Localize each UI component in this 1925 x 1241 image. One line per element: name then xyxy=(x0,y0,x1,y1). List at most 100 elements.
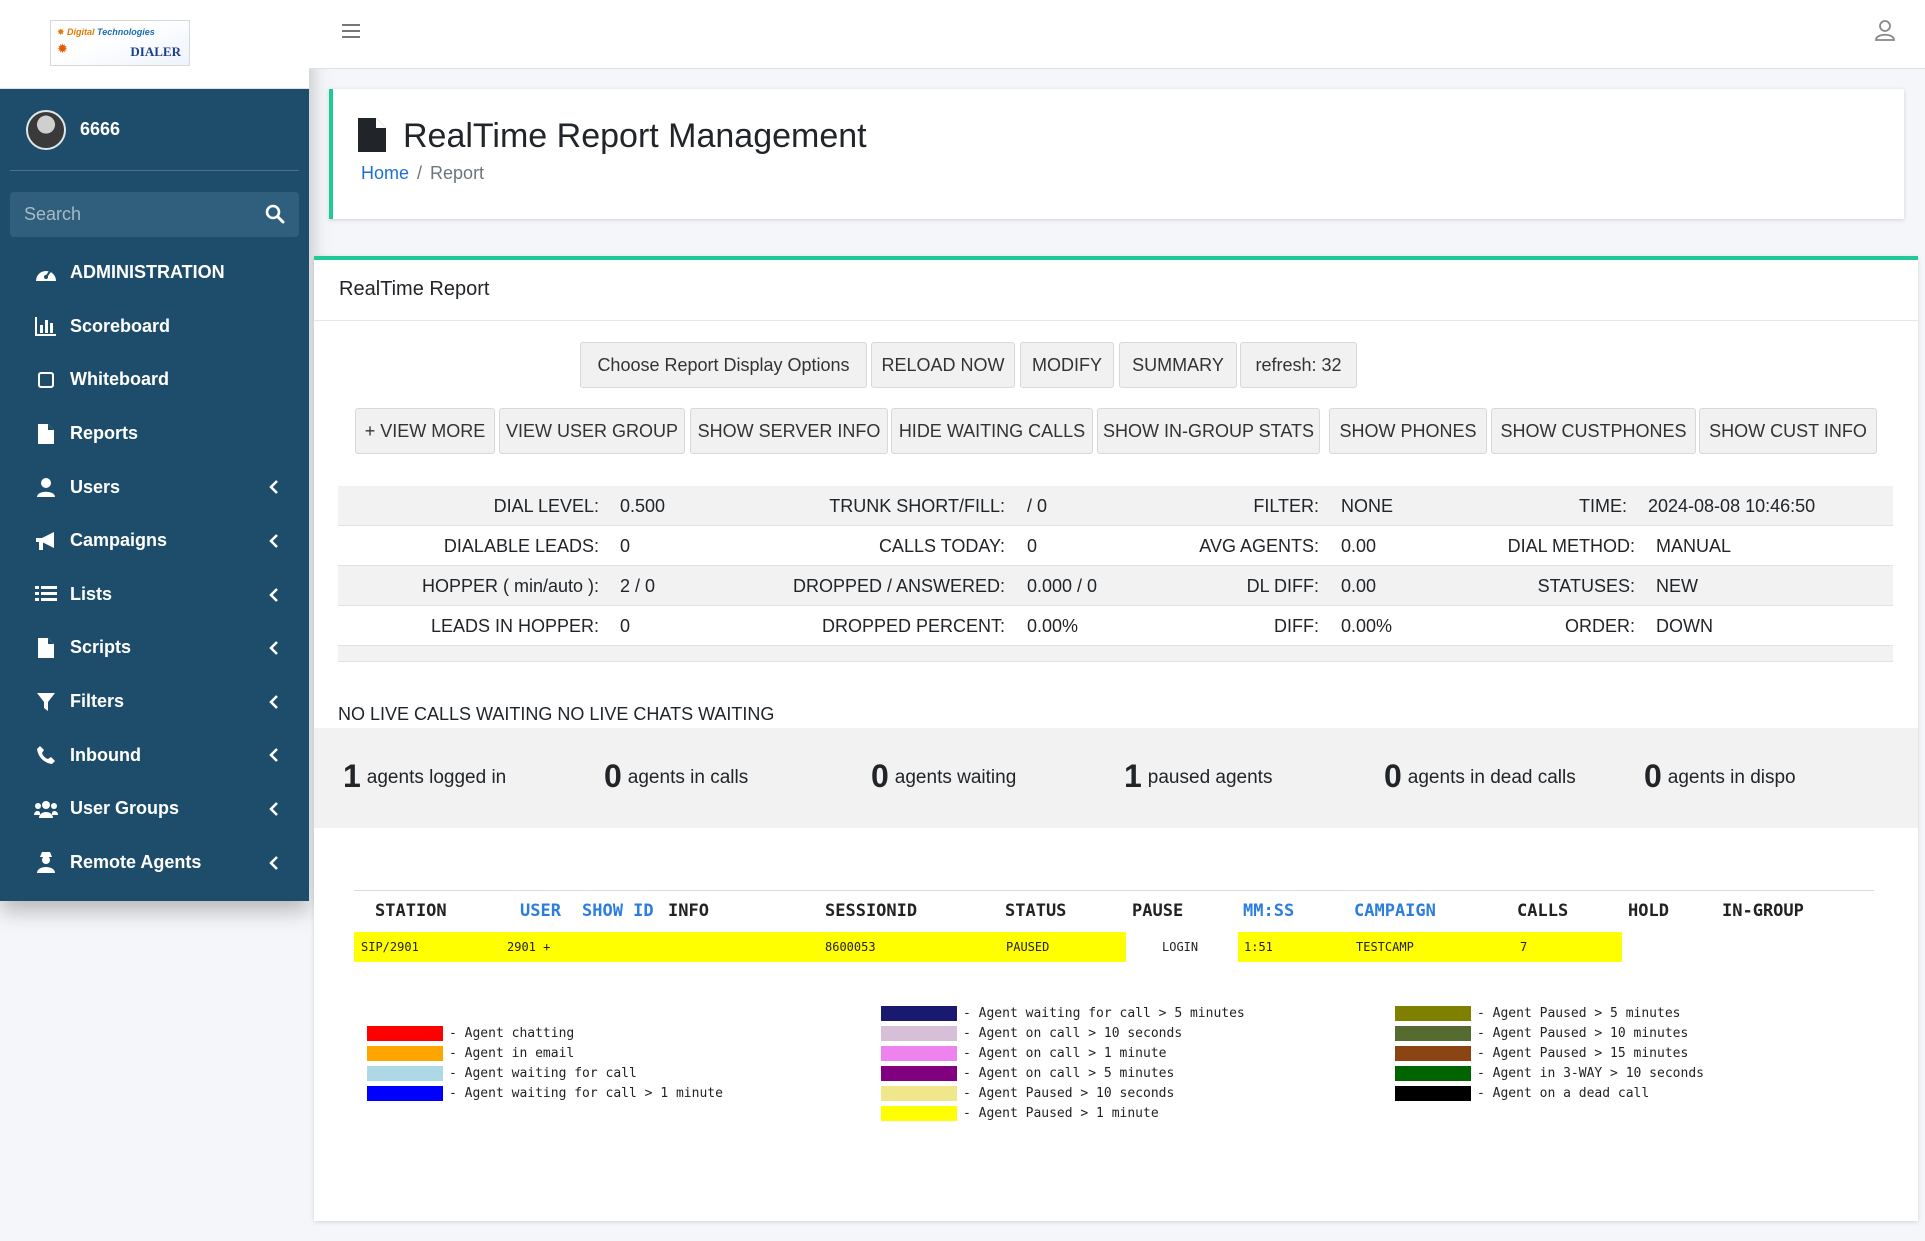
sidebar-item-campaigns[interactable]: Campaigns xyxy=(0,514,309,568)
sidebar-item-label: Reports xyxy=(70,423,139,444)
legend-label: - Agent on call > 5 minutes xyxy=(963,1066,1175,1081)
show-server-info-button[interactable]: SHOW SERVER INFO xyxy=(690,408,888,454)
agent-count: 0 xyxy=(1384,758,1402,794)
stats-row: DIALABLE LEADS: 0 CALLS TODAY: 0 AVG AGE… xyxy=(338,526,1893,566)
sidebar-item-user-groups[interactable]: User Groups xyxy=(0,782,309,836)
cell-status: PAUSED xyxy=(1006,940,1050,954)
show-in-group-stats-button[interactable]: SHOW IN-GROUP STATS xyxy=(1097,408,1320,454)
col-mmss-link[interactable]: MM:SS xyxy=(1243,901,1295,921)
col-show-id-link[interactable]: SHOW ID xyxy=(582,901,654,921)
company-logo[interactable]: ✸ Digital Technologies ✹ DIALER xyxy=(50,20,190,66)
user-name[interactable]: 6666 xyxy=(80,119,121,139)
avatar xyxy=(26,110,66,150)
sidebar-item-label: Scripts xyxy=(70,637,132,658)
col-pause: PAUSE xyxy=(1132,901,1184,921)
file-icon xyxy=(358,118,386,152)
view-more-button[interactable]: + VIEW MORE xyxy=(355,408,495,454)
agents-in-dispo-stat: 0 agents in dispo xyxy=(1644,758,1796,795)
hide-waiting-calls-button[interactable]: HIDE WAITING CALLS xyxy=(891,408,1093,454)
user-menu-icon[interactable] xyxy=(1873,18,1897,42)
sidebar-item-scoreboard[interactable]: Scoreboard xyxy=(0,300,309,354)
agent-count: 0 xyxy=(871,758,889,794)
agent-count: 1 xyxy=(343,758,361,794)
chevron-left-icon xyxy=(269,534,278,548)
search-icon[interactable] xyxy=(265,204,285,224)
sidebar-item-label: Filters xyxy=(70,691,125,712)
sidebar-item-remote-agents[interactable]: Remote Agents xyxy=(0,836,309,890)
choose-display-options-button[interactable]: Choose Report Display Options xyxy=(580,342,867,388)
agent-stat-label: agents waiting xyxy=(894,767,1017,788)
col-campaign-link[interactable]: CAMPAIGN xyxy=(1354,901,1436,921)
trunk-label: TRUNK SHORT/FILL: xyxy=(829,496,1005,516)
reload-now-button[interactable]: RELOAD NOW xyxy=(871,342,1015,388)
show-custphones-button[interactable]: SHOW CUSTPHONES xyxy=(1491,408,1696,454)
dialable-leads-label: DIALABLE LEADS: xyxy=(443,536,599,556)
chevron-left-icon xyxy=(269,694,278,709)
agents-summary: 1 agents logged in 0 agents in calls 0 agen… xyxy=(314,728,1918,828)
view-user-group-button[interactable]: VIEW USER GROUP xyxy=(499,408,685,454)
cell-station: SIP/2901 xyxy=(361,940,419,954)
show-cust-info-button[interactable]: SHOW CUST INFO xyxy=(1699,408,1877,454)
sidebar-item-whiteboard[interactable]: Whiteboard xyxy=(0,353,309,407)
order-value: DOWN xyxy=(1656,616,1713,636)
diff-label: DIFF: xyxy=(1274,616,1319,636)
file-icon xyxy=(34,637,58,659)
card-header: RealTime Report xyxy=(314,260,1918,321)
sidebar-item-label: Users xyxy=(70,476,121,497)
sidebar-item-filters[interactable]: Filters xyxy=(0,675,309,729)
breadcrumb-current: Report xyxy=(430,163,485,183)
filter-icon xyxy=(34,691,58,713)
sidebar-item-scripts[interactable]: Scripts xyxy=(0,621,309,675)
show-phones-button[interactable]: SHOW PHONES xyxy=(1329,408,1487,454)
sidebar-item-inbound[interactable]: Inbound xyxy=(0,728,309,782)
breadcrumb-home-link[interactable]: Home xyxy=(361,163,410,183)
sidebar-item-reports[interactable]: Reports xyxy=(0,407,309,461)
agent-stat-label: agents in dispo xyxy=(1667,767,1796,788)
sidebar-item-administration[interactable]: ADMINISTRATION xyxy=(0,246,309,300)
bar-chart-icon xyxy=(34,315,58,337)
sidebar-item-label: User Groups xyxy=(70,798,180,819)
legend-swatch xyxy=(881,1006,957,1021)
cell-mmss: 1:51 xyxy=(1244,940,1273,954)
legend-swatch xyxy=(881,1106,957,1121)
summary-button[interactable]: SUMMARY xyxy=(1119,342,1237,388)
hopper-label: HOPPER ( min/auto ): xyxy=(421,576,599,596)
sidebar-item-users[interactable]: Users xyxy=(0,460,309,514)
statuses-value: NEW xyxy=(1656,576,1698,596)
sidebar-item-label: Campaigns xyxy=(70,530,168,551)
cell-calls: 7 xyxy=(1520,940,1528,954)
legend-swatch xyxy=(367,1026,443,1041)
legend-swatch xyxy=(367,1086,443,1101)
sidebar-item-lists[interactable]: Lists xyxy=(0,568,309,622)
dropped-answered-value: 0.000 / 0 xyxy=(1027,576,1098,596)
legend-swatch xyxy=(1395,1006,1471,1021)
refresh-button[interactable]: refresh: 32 xyxy=(1240,342,1357,388)
legend-label: - Agent waiting for call xyxy=(449,1066,637,1081)
paused-agents-stat: 1 paused agents xyxy=(1124,758,1272,795)
legend-label: - Agent waiting for call > 1 minute xyxy=(449,1086,723,1101)
search-input[interactable] xyxy=(10,192,250,237)
breadcrumb: Home / Report xyxy=(361,163,484,184)
file-icon xyxy=(34,423,58,445)
dl-diff-value: 0.00 xyxy=(1341,576,1377,596)
cell-campaign: TESTCAMP xyxy=(1356,940,1414,954)
modify-button[interactable]: MODIFY xyxy=(1020,342,1114,388)
sidebar-item-label: ADMINISTRATION xyxy=(70,262,225,283)
col-station: STATION xyxy=(375,901,447,921)
sidebar-item-label: Remote Agents xyxy=(70,851,202,872)
cell-user-link[interactable]: 2901 + xyxy=(507,940,551,954)
statuses-label: STATUSES: xyxy=(1537,576,1635,596)
agent-stat-label: agents logged in xyxy=(366,767,507,788)
hamburger-icon[interactable] xyxy=(339,20,363,42)
legend-item: - Agent chatting xyxy=(367,1025,574,1042)
col-user-link[interactable]: USER xyxy=(520,901,561,921)
legend-item: - Agent on call > 10 seconds xyxy=(881,1025,1182,1042)
leads-in-hopper-label: LEADS IN HOPPER: xyxy=(430,616,599,636)
user-secret-icon xyxy=(34,851,58,874)
leads-in-hopper-value: 0 xyxy=(620,616,631,636)
legend-item: - Agent waiting for call > 5 minutes xyxy=(881,1005,1245,1022)
legend-label: - Agent waiting for call > 5 minutes xyxy=(963,1006,1245,1021)
cell-pause: LOGIN xyxy=(1162,940,1199,954)
legend-swatch xyxy=(367,1066,443,1081)
agents-waiting-stat: 0 agents waiting xyxy=(871,758,1016,795)
